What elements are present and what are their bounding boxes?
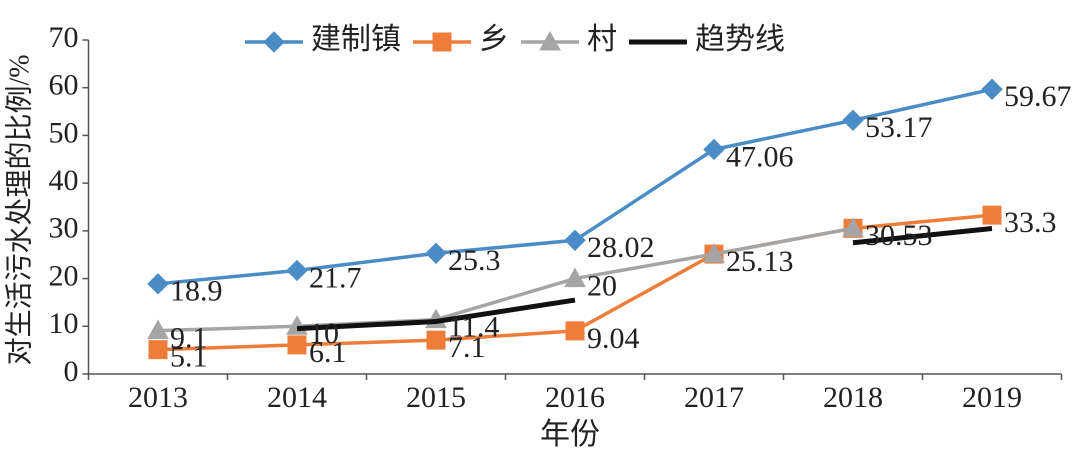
y-axis-title: 对生活污水处理的比例/% [3,54,35,365]
y-tick-label: 0 [64,355,79,388]
data-label: 11.4 [448,310,499,343]
data-point [147,319,169,340]
data-label: 18.9 [170,275,223,308]
y-tick-label: 10 [49,307,79,340]
data-label: 59.67 [1004,80,1072,113]
data-label: 47.06 [726,140,794,173]
data-label: 25.13 [726,245,794,278]
trend-line [296,225,993,332]
data-label: 30.53 [865,219,933,252]
y-tick-label: 70 [49,21,79,54]
data-label: 9.1 [170,321,208,354]
data-label: 53.17 [865,111,933,144]
legend-marker [539,30,561,51]
x-tick-label: 2016 [545,381,605,414]
x-tick-label: 2017 [684,381,744,414]
data-point [426,330,446,350]
legend-marker [263,31,285,53]
data-label: 25.3 [448,244,501,277]
x-tick-label: 2014 [267,381,327,414]
data-label: 7.1 [448,331,486,364]
data-label: 10 [309,317,339,350]
x-tick-label: 2015 [406,381,466,414]
data-label: 21.7 [309,261,362,294]
data-point [981,78,1003,100]
data-point [148,340,168,360]
data-point [286,259,308,282]
x-tick-label: 2019 [962,381,1022,414]
data-point [982,205,1002,225]
legend-marker [432,32,452,52]
data-point [565,321,585,341]
data-point [842,109,864,132]
y-tick-label: 20 [49,259,79,292]
data-label: 6.1 [309,336,347,369]
data-point [425,242,447,264]
y-tick-label: 50 [49,116,79,149]
data-point [564,229,586,252]
data-point [703,138,725,161]
legend-label: 建制镇 [311,23,401,56]
legend-label: 村 [587,23,617,56]
series-line [157,226,854,333]
x-tick-label: 2018 [823,381,883,414]
data-label: 9.04 [587,322,640,355]
y-tick-label: 30 [49,212,79,245]
data-point [287,335,307,355]
data-point [703,243,725,263]
legend-label: 乡 [479,23,509,56]
x-axis-title: 年份 [540,418,600,451]
data-label: 5.1 [170,341,208,374]
data-point [147,273,169,295]
data-label: 28.02 [587,231,655,264]
data-point [842,217,864,237]
data-label: 20 [587,269,617,302]
data-label: 33.3 [1004,206,1057,239]
legend-label: 趋势线 [695,23,785,56]
data-point [564,267,586,288]
x-tick-label: 2013 [128,381,188,414]
y-tick-label: 60 [49,69,79,102]
y-tick-label: 40 [49,164,79,197]
